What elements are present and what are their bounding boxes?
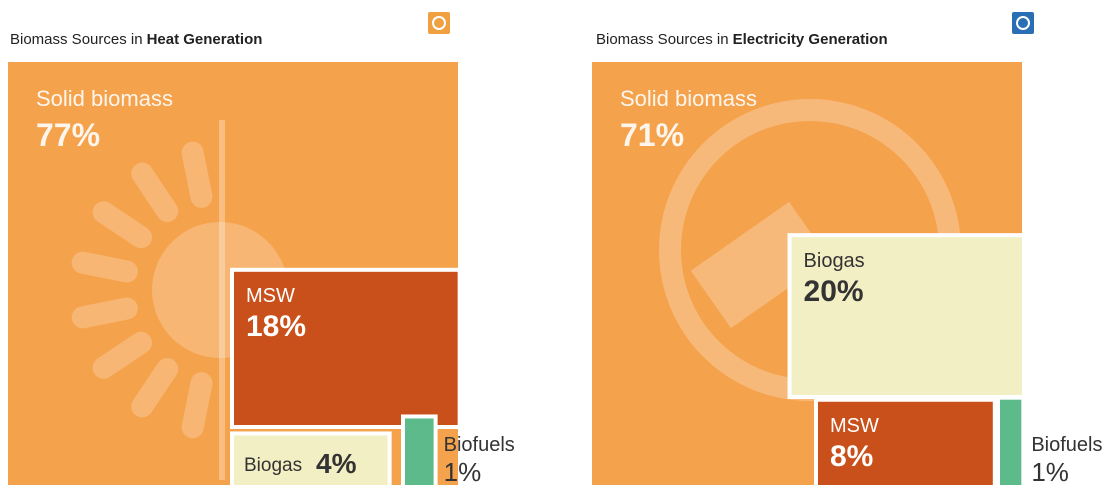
value-label: 1% (1031, 457, 1069, 487)
category-label: Biogas (244, 455, 302, 476)
category-label: Biofuels (1031, 434, 1102, 456)
decoration (193, 383, 202, 427)
title-emphasis: Heat Generation (147, 31, 263, 48)
value-label: 20% (804, 275, 864, 308)
square (405, 418, 434, 485)
title-emphasis: Electricity Generation (733, 31, 888, 48)
value-label: 71% (620, 117, 684, 153)
title-text: Biomass Sources in (596, 31, 729, 48)
category-label: Biogas (804, 250, 865, 272)
square (1000, 400, 1021, 485)
category-label: MSW (246, 285, 295, 307)
value-label: 77% (36, 117, 100, 153)
value-label: 1% (444, 457, 482, 487)
decoration (83, 263, 127, 272)
infographic: Biomass Sources inHeat GenerationSolid b… (0, 0, 1118, 488)
category-label: Solid biomass (620, 86, 757, 111)
title-text: Biomass Sources in (10, 31, 143, 48)
decoration (193, 153, 202, 197)
category-label: Solid biomass (36, 86, 173, 111)
decoration (83, 309, 127, 318)
icon (428, 12, 450, 34)
category-label: Biofuels (444, 434, 515, 456)
category-label: MSW (830, 415, 879, 437)
value-label: 18% (246, 310, 306, 343)
value-label: 8% (830, 440, 873, 473)
value-label: 4% (316, 448, 357, 479)
icon (1012, 12, 1034, 34)
